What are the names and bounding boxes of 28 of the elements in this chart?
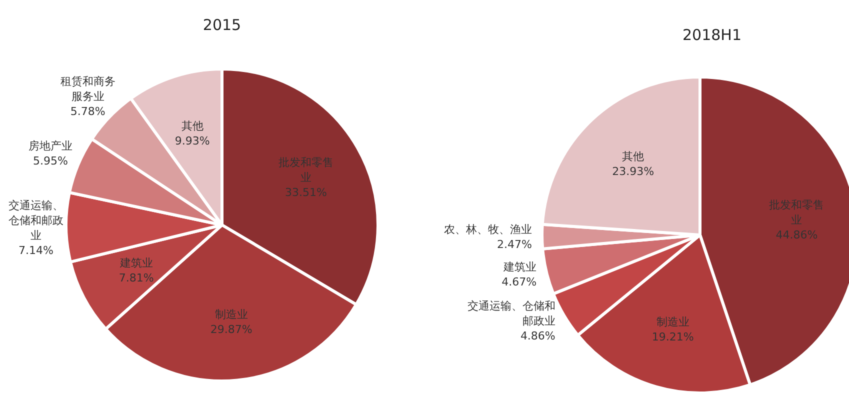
data-label: 7.14%: [18, 244, 54, 258]
slice-label: 农、林、牧、渔业: [444, 223, 532, 236]
slice-label: 批发和零售业: [769, 198, 824, 226]
slice-label: 建筑业: [502, 260, 537, 274]
slice-label: 交通运输、仓储和邮政业: [467, 300, 556, 328]
slice-label: 房地产业: [28, 140, 72, 153]
data-label: 7.81%: [118, 272, 154, 285]
data-label: 23.93%: [612, 164, 654, 178]
chart-title: 2015: [202, 16, 242, 34]
slice-label: 建筑业: [118, 256, 153, 270]
data-label: 4.86%: [520, 330, 556, 343]
data-label: 29.87%: [210, 322, 252, 336]
data-label: 5.95%: [32, 154, 68, 168]
data-label: 2.47%: [497, 238, 532, 252]
slice-label: 制造业: [214, 308, 248, 321]
data-label: 33.51%: [285, 186, 328, 200]
data-label: 44.86%: [776, 228, 818, 242]
data-label: 5.78%: [70, 105, 106, 118]
data-label: 19.21%: [652, 330, 694, 344]
data-label: 9.93%: [174, 134, 210, 148]
slice-label: 批发和零售业: [278, 156, 334, 184]
slice-label: 其他: [181, 119, 204, 132]
slice-label: 租赁和商务服务业: [60, 75, 116, 104]
slice-label: 其他: [622, 150, 644, 163]
chart-title: 2018H1: [682, 26, 742, 44]
slice-label: 制造业: [656, 316, 690, 329]
slice-label: 交通运输、仓储和邮政业: [8, 199, 64, 242]
data-label: 4.67%: [502, 276, 537, 289]
